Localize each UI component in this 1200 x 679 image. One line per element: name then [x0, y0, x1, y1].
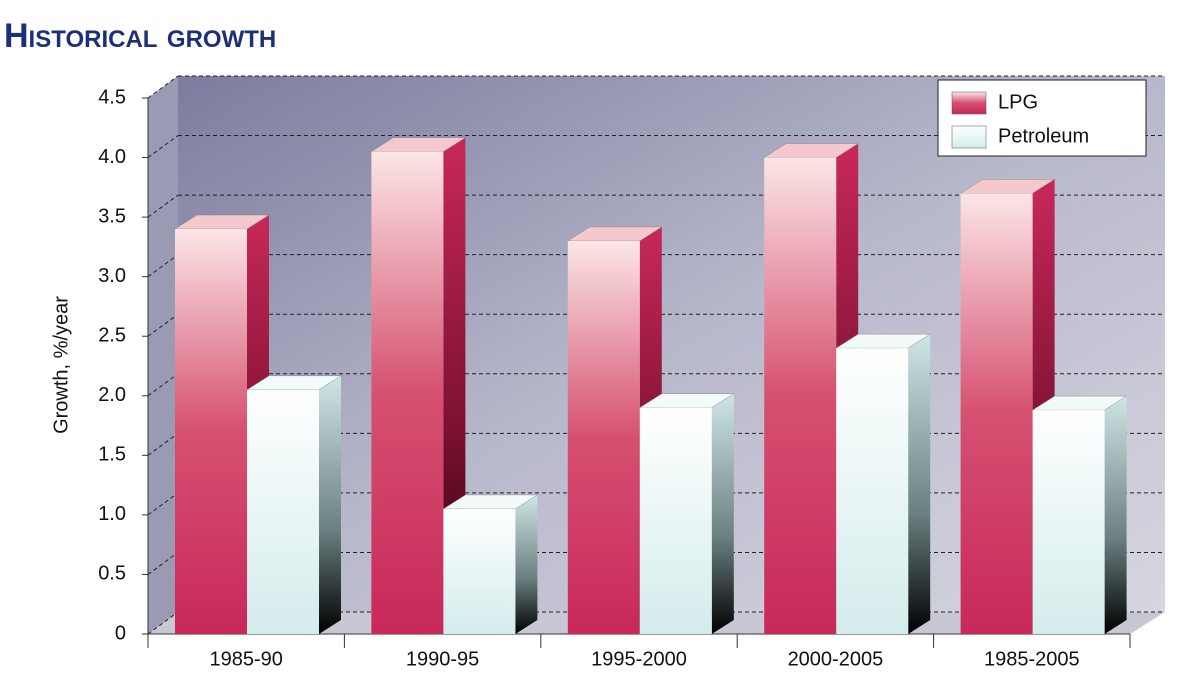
bar-side [908, 334, 931, 634]
y-tick-label: 0.5 [98, 563, 126, 585]
legend-label: Petroleum [998, 125, 1089, 147]
bar [764, 157, 837, 635]
bar [567, 240, 640, 634]
bar [247, 389, 319, 634]
grid-line [147, 611, 179, 635]
legend-swatch [951, 125, 987, 149]
bar-side [515, 494, 538, 634]
side-wall [148, 76, 178, 634]
legend-swatch [951, 91, 987, 115]
x-tick-label: 1990-95 [406, 648, 479, 670]
y-tick-label: 4.5 [98, 86, 126, 108]
chart-title: Historical growth [4, 17, 276, 55]
x-tick-label: 1985-2005 [984, 648, 1080, 670]
grid-line [147, 135, 179, 158]
bar [1032, 410, 1105, 634]
grid-line [147, 552, 179, 575]
y-tick-label: 3.5 [98, 205, 126, 227]
y-tick-label: 3.0 [98, 265, 126, 287]
bar [836, 348, 909, 634]
grid-line [147, 194, 179, 218]
grid-line [147, 254, 179, 278]
bar [960, 193, 1033, 635]
grid-line [147, 373, 179, 397]
bar [175, 229, 247, 634]
grid-line [147, 75, 179, 99]
y-axis-label: Growth, %/year [50, 296, 72, 434]
y-tick-label: 4.0 [98, 146, 126, 168]
bar-side [1104, 396, 1127, 634]
y-tick-label: 2.0 [98, 384, 126, 406]
legend-label: LPG [998, 91, 1038, 113]
grid-line [147, 432, 179, 456]
y-tick-label: 1.5 [98, 444, 126, 466]
x-tick-label: 1995-2000 [591, 648, 687, 670]
y-tick-label: 0 [115, 622, 126, 644]
bar-side [711, 393, 734, 634]
bar-side [319, 375, 341, 634]
grid-line [147, 313, 179, 337]
x-tick-label: 1985-90 [209, 648, 282, 670]
x-tick-label: 2000-2005 [788, 648, 884, 670]
y-tick-label: 2.5 [98, 325, 126, 347]
grid-line [147, 492, 179, 516]
bar [443, 508, 516, 634]
y-tick-label: 1.0 [98, 503, 126, 525]
bar [371, 151, 444, 634]
bar [639, 407, 712, 634]
